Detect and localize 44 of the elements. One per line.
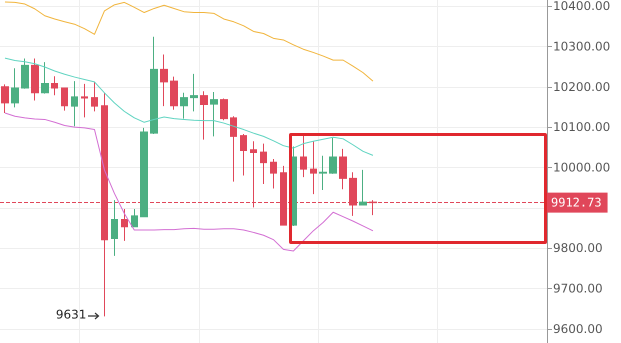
candlestick bbox=[121, 208, 128, 242]
y-tick-label: 10100.00 bbox=[553, 120, 610, 134]
candlestick bbox=[111, 200, 118, 256]
candlestick bbox=[220, 98, 228, 121]
y-tick-label: 9600.00 bbox=[553, 322, 603, 336]
line-series bbox=[4, 2, 374, 82]
candlestick bbox=[260, 143, 267, 185]
candlestick bbox=[1, 84, 9, 114]
y-tick-label: 10300.00 bbox=[553, 39, 610, 54]
y-tick-label: 9800.00 bbox=[553, 241, 603, 256]
candlestick bbox=[131, 208, 138, 228]
candlestick bbox=[270, 158, 277, 189]
candlestick bbox=[190, 73, 198, 112]
candlestick bbox=[11, 68, 19, 108]
candlestick bbox=[170, 76, 178, 110]
y-tick-label: 9700.00 bbox=[553, 282, 603, 296]
candlestick bbox=[319, 155, 327, 191]
candlestick bbox=[31, 58, 39, 101]
candlestick bbox=[359, 169, 367, 206]
annotation: 9631 bbox=[56, 307, 86, 322]
candlestick bbox=[21, 58, 29, 90]
y-tick-label: 10200.00 bbox=[553, 80, 610, 94]
candlestick bbox=[51, 76, 58, 96]
candlestick bbox=[310, 140, 317, 195]
ref-line-label: 9912.73 bbox=[551, 196, 602, 210]
candlestick bbox=[81, 83, 88, 118]
candlestick bbox=[230, 116, 237, 182]
candlestick bbox=[71, 80, 78, 127]
line-series bbox=[4, 58, 374, 156]
candlestick bbox=[91, 81, 98, 112]
candlestick bbox=[210, 92, 218, 137]
candlestick bbox=[140, 127, 148, 218]
candlestick bbox=[200, 90, 208, 140]
y-tick-label: 10400.00 bbox=[553, 0, 610, 14]
candlestick bbox=[329, 138, 337, 174]
y-tick-label: 10000.00 bbox=[553, 160, 610, 174]
candlestick bbox=[339, 148, 347, 190]
candlestick bbox=[160, 54, 168, 107]
candlestick bbox=[41, 62, 49, 94]
candlestick bbox=[180, 92, 188, 120]
candlestick bbox=[61, 87, 68, 112]
line-series bbox=[4, 112, 374, 252]
candlestick bbox=[240, 133, 247, 176]
candlestick bbox=[150, 36, 158, 134]
